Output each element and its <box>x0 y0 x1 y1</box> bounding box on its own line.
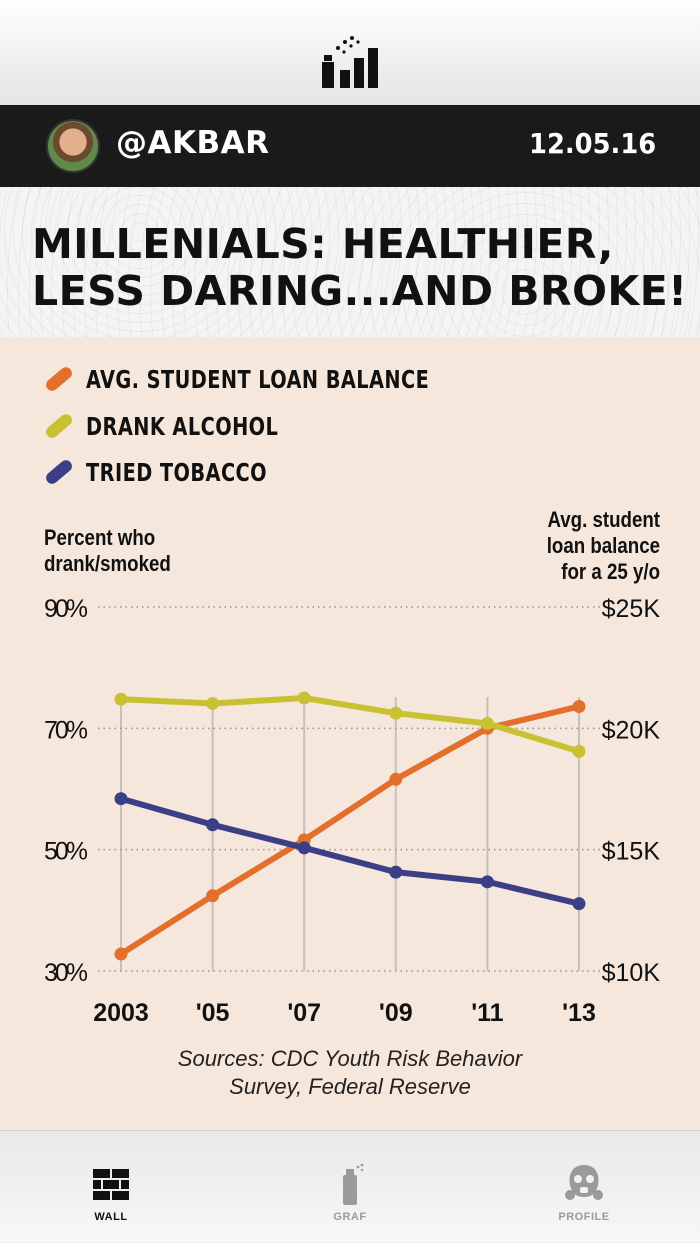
data-point <box>114 692 128 706</box>
data-point <box>572 744 586 758</box>
tab-label-profile: PROFILE <box>558 1211 610 1223</box>
right-axis-title-text: Avg. student loan balance for a 25 y/o <box>546 507 660 584</box>
data-point <box>114 792 128 806</box>
line-chart: 90% 70% 50% 30% $25K $20K $15K $10K 2003 '05 '07 '0… <box>44 595 661 1027</box>
data-point <box>114 947 128 961</box>
tab-profile[interactable]: PROFILE <box>514 1131 654 1243</box>
tab-graf[interactable]: GRAF <box>280 1131 420 1243</box>
x-tick-label: '07 <box>287 999 321 1027</box>
x-tick-label: '11 <box>471 999 503 1027</box>
headline: MILLENIALS: HEALTHIER, LESS DARING...AND… <box>32 221 687 315</box>
series-line <box>118 695 582 755</box>
data-point <box>572 699 586 713</box>
x-tick-label: '09 <box>379 999 413 1027</box>
username[interactable]: @AKBAR <box>116 125 270 161</box>
user-bar: @AKBAR 12.05.16 <box>0 105 700 187</box>
tab-label-graf: GRAF <box>333 1211 367 1223</box>
x-tick-label: '05 <box>196 999 230 1027</box>
data-point <box>389 865 403 879</box>
series-line <box>118 795 582 907</box>
x-tick-label: 2003 <box>93 999 149 1027</box>
data-point <box>297 691 311 705</box>
data-point <box>297 841 311 855</box>
headline-line-1: MILLENIALS: HEALTHIER, <box>32 220 614 268</box>
tab-bar: WALL GRAF PROFILE <box>0 1130 700 1242</box>
left-tick-label: 30% <box>44 959 88 987</box>
left-tick-label: 50% <box>44 838 88 866</box>
legend-label: DRANK ALCOHOL <box>86 412 279 441</box>
data-point <box>480 875 494 889</box>
sources-note: Sources: CDC Youth Risk Behavior Survey,… <box>0 1045 700 1101</box>
tab-label-wall: WALL <box>94 1211 128 1223</box>
right-axis-title: Avg. student loan balance for a 25 y/o <box>541 507 660 585</box>
gas-mask-icon <box>565 1165 603 1200</box>
right-tick-label: $10K <box>602 959 661 987</box>
tab-wall[interactable]: WALL <box>41 1131 181 1243</box>
brick-wall-icon <box>93 1169 129 1200</box>
legend-label: AVG. STUDENT LOAN BALANCE <box>86 365 430 394</box>
series-line <box>118 703 582 958</box>
spray-can-bars-icon[interactable] <box>318 36 382 88</box>
data-point <box>389 772 403 786</box>
sources-line-1: Sources: CDC Youth Risk Behavior <box>177 1046 523 1071</box>
legend-label: TRIED TOBACCO <box>86 458 268 487</box>
sources-line-2: Survey, Federal Reserve <box>229 1074 471 1099</box>
left-axis-title: Percent who drank/smoked <box>44 525 172 577</box>
headline-line-2: LESS DARING...AND BROKE! <box>32 267 688 315</box>
headline-section: MILLENIALS: HEALTHIER, LESS DARING...AND… <box>0 187 700 337</box>
x-tick-label: '13 <box>562 999 596 1027</box>
user-avatar[interactable] <box>46 119 100 173</box>
chart-panel: AVG. STUDENT LOAN BALANCE DRANK ALCOHOL … <box>0 337 700 1130</box>
left-axis-title-text: Percent who drank/smoked <box>44 525 171 576</box>
data-point <box>572 897 586 911</box>
top-bar <box>0 0 700 105</box>
left-tick-label: 70% <box>44 716 88 744</box>
data-point <box>206 889 220 903</box>
post-date: 12.05.16 <box>528 127 656 160</box>
right-tick-label: $15K <box>602 838 661 866</box>
spray-can-icon <box>343 1163 364 1205</box>
data-point <box>206 818 220 832</box>
data-point <box>206 696 220 710</box>
left-tick-label: 90% <box>44 595 88 623</box>
data-point <box>389 706 403 720</box>
data-point <box>480 716 494 730</box>
right-tick-label: $25K <box>602 595 661 623</box>
right-tick-label: $20K <box>602 716 661 744</box>
